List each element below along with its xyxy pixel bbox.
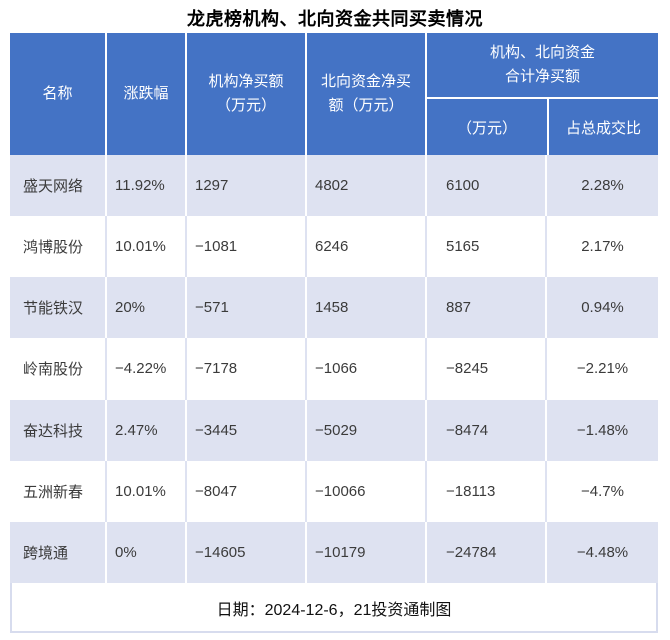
table-row: 岭南股份 −4.22% −7178 −1066 −8245 −2.21% xyxy=(10,338,658,400)
cell-total-net: 6100 xyxy=(425,155,545,217)
cell-inst-net: −571 xyxy=(185,277,305,339)
cell-north-net: −5029 xyxy=(305,399,425,461)
cell-total-net: 5165 xyxy=(425,216,545,278)
table-row: 盛天网络 11.92% 1297 4802 6100 2.28% xyxy=(10,155,658,217)
cell-inst-net: −7178 xyxy=(185,338,305,400)
cell-stock-name: 节能铁汉 xyxy=(23,300,84,318)
header-combined-subrow: （万元） 占总成交比 xyxy=(427,97,658,155)
table-footer-note: 日期：2024-12-6，21投资通制图 xyxy=(10,583,658,633)
cell-stock-name: 盛天网络 xyxy=(23,178,84,196)
table-row: 鸿博股份 10.01% −1081 6246 5165 2.17% xyxy=(10,216,658,278)
cell-ratio: −1.48% xyxy=(545,399,658,461)
table-header: 名称 涨跌幅 机构净买额 （万元） 北向资金净买 额（万元） 机构、北向资金 合… xyxy=(10,33,658,155)
header-combined-title: 机构、北向资金 合计净买额 xyxy=(427,33,658,97)
table-row: 五洲新春 10.01% −8047 −10066 −18113 −4.7% xyxy=(10,460,658,522)
cell-north-net: −10179 xyxy=(305,521,425,583)
cell-change-pct: −4.22% xyxy=(105,338,185,400)
header-name: 名称 xyxy=(42,85,73,102)
header-combined-line1: 机构、北向资金 xyxy=(489,44,595,61)
data-table: 名称 涨跌幅 机构净买额 （万元） 北向资金净买 额（万元） 机构、北向资金 合… xyxy=(10,33,658,633)
cell-change-pct: 20% xyxy=(105,277,185,339)
cell-total-net: −8245 xyxy=(425,338,545,400)
cell-total-net: −8474 xyxy=(425,399,545,461)
table-body: 盛天网络 11.92% 1297 4802 6100 2.28% 鸿博股份 10… xyxy=(10,155,658,583)
header-inst-net-line2: （万元） xyxy=(215,97,276,114)
header-north-net-line1: 北向资金净买 xyxy=(320,73,411,90)
table-row: 跨境通 0% −14605 −10179 −24784 −4.48% xyxy=(10,521,658,583)
cell-change-pct: 0% xyxy=(105,521,185,583)
header-combined-ratio: 占总成交比 xyxy=(547,99,658,155)
cell-stock-name: 奋达科技 xyxy=(23,422,84,440)
cell-total-net: 887 xyxy=(425,277,545,339)
cell-inst-net: 1297 xyxy=(185,155,305,217)
table-row: 节能铁汉 20% −571 1458 887 0.94% xyxy=(10,277,658,339)
cell-stock-name: 岭南股份 xyxy=(23,361,84,379)
header-combined-amount: （万元） xyxy=(456,119,517,137)
cell-total-net: −18113 xyxy=(425,460,545,522)
header-combined-group: 机构、北向资金 合计净买额 （万元） 占总成交比 xyxy=(425,33,658,155)
header-change: 涨跌幅 xyxy=(105,33,185,155)
header-north-net: 北向资金净买 额（万元） xyxy=(305,33,425,155)
cell-ratio: 2.28% xyxy=(545,155,658,217)
cell-north-net: 1458 xyxy=(305,277,425,339)
cell-ratio: 0.94% xyxy=(545,277,658,339)
cell-ratio: −4.7% xyxy=(545,460,658,522)
cell-north-net: −1066 xyxy=(305,338,425,400)
cell-change-pct: 11.92% xyxy=(105,155,185,217)
cell-stock-name: 五洲新春 xyxy=(23,483,84,501)
table-row: 奋达科技 2.47% −3445 −5029 −8474 −1.48% xyxy=(10,399,658,461)
cell-north-net: 6246 xyxy=(305,216,425,278)
header-inst-net-line1: 机构净买额 xyxy=(208,73,284,90)
cell-change-pct: 10.01% xyxy=(105,460,185,522)
cell-ratio: −2.21% xyxy=(545,338,658,400)
cell-north-net: 4802 xyxy=(305,155,425,217)
header-inst-net: 机构净买额 （万元） xyxy=(185,33,305,155)
cell-inst-net: −14605 xyxy=(185,521,305,583)
cell-stock-name: 鸿博股份 xyxy=(23,239,84,257)
cell-change-pct: 10.01% xyxy=(105,216,185,278)
cell-stock-name: 跨境通 xyxy=(23,544,69,562)
cell-ratio: −4.48% xyxy=(545,521,658,583)
cell-inst-net: −8047 xyxy=(185,460,305,522)
header-north-net-line2: 额（万元） xyxy=(328,97,404,114)
cell-inst-net: −3445 xyxy=(185,399,305,461)
cell-change-pct: 2.47% xyxy=(105,399,185,461)
page-title: 龙虎榜机构、北向资金共同买卖情况 xyxy=(187,9,483,29)
cell-total-net: −24784 xyxy=(425,521,545,583)
header-combined-line2: 合计净买额 xyxy=(504,68,580,85)
cell-inst-net: −1081 xyxy=(185,216,305,278)
cell-ratio: 2.17% xyxy=(545,216,658,278)
cell-north-net: −10066 xyxy=(305,460,425,522)
